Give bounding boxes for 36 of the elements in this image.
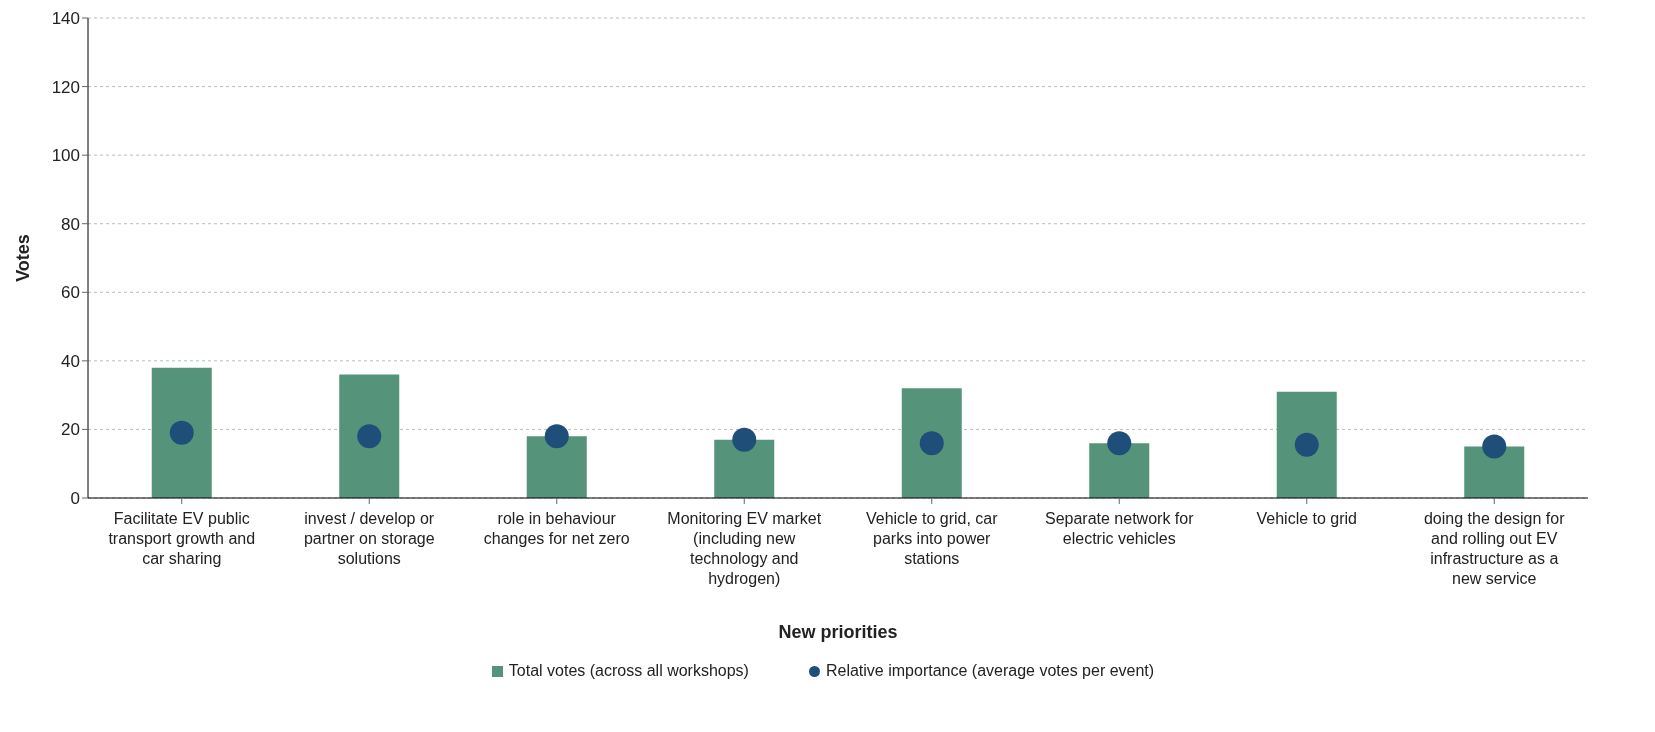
bar [714,439,775,498]
point [732,427,757,452]
y-tick-label: 20 [61,420,80,440]
y-tick-label: 60 [61,283,80,303]
x-tick-label: Facilitate EV public transport growth and car sharing [108,510,256,567]
y-tick-label: 100 [51,146,80,166]
y-tick-label: 0 [70,489,80,509]
y-tick-label: 120 [51,77,80,97]
x-tick-label: role in behaviour changes for net zero [483,510,630,547]
legend-label: Total votes (across all workshops) [508,662,749,680]
y-tick-label: 140 [51,9,80,29]
point [1294,432,1319,457]
point [544,424,569,449]
point [1107,431,1132,456]
y-axis-title: Votes [13,234,34,282]
y-tick-label: 80 [61,214,80,234]
x-tick-label: Vehicle to grid, car parks into power stations [865,510,999,567]
point [169,420,194,445]
x-tick-label: Vehicle to grid [1256,510,1358,527]
bar [526,436,587,498]
bar [1464,446,1525,498]
x-tick-label: invest / develop or partner on storage solutions [303,510,435,567]
point [919,431,944,456]
legend-label: Relative importance (average votes per event) [825,662,1155,680]
x-tick-label: doing the design for and rolling out EV infrastructure as a new service [1423,510,1566,587]
x-tick-label: Separate network for electric vehicles [1044,510,1195,547]
bar [151,367,212,498]
x-tick-label: Monitoring EV market (including new technology and hydrogen) [667,510,822,587]
bar [1089,443,1150,498]
y-tick-label: 40 [61,351,80,371]
bar [901,388,962,498]
point [1482,434,1507,459]
point [357,424,382,449]
bar [1276,391,1337,498]
bar [339,374,400,498]
x-axis-title: New priorities [778,622,898,642]
